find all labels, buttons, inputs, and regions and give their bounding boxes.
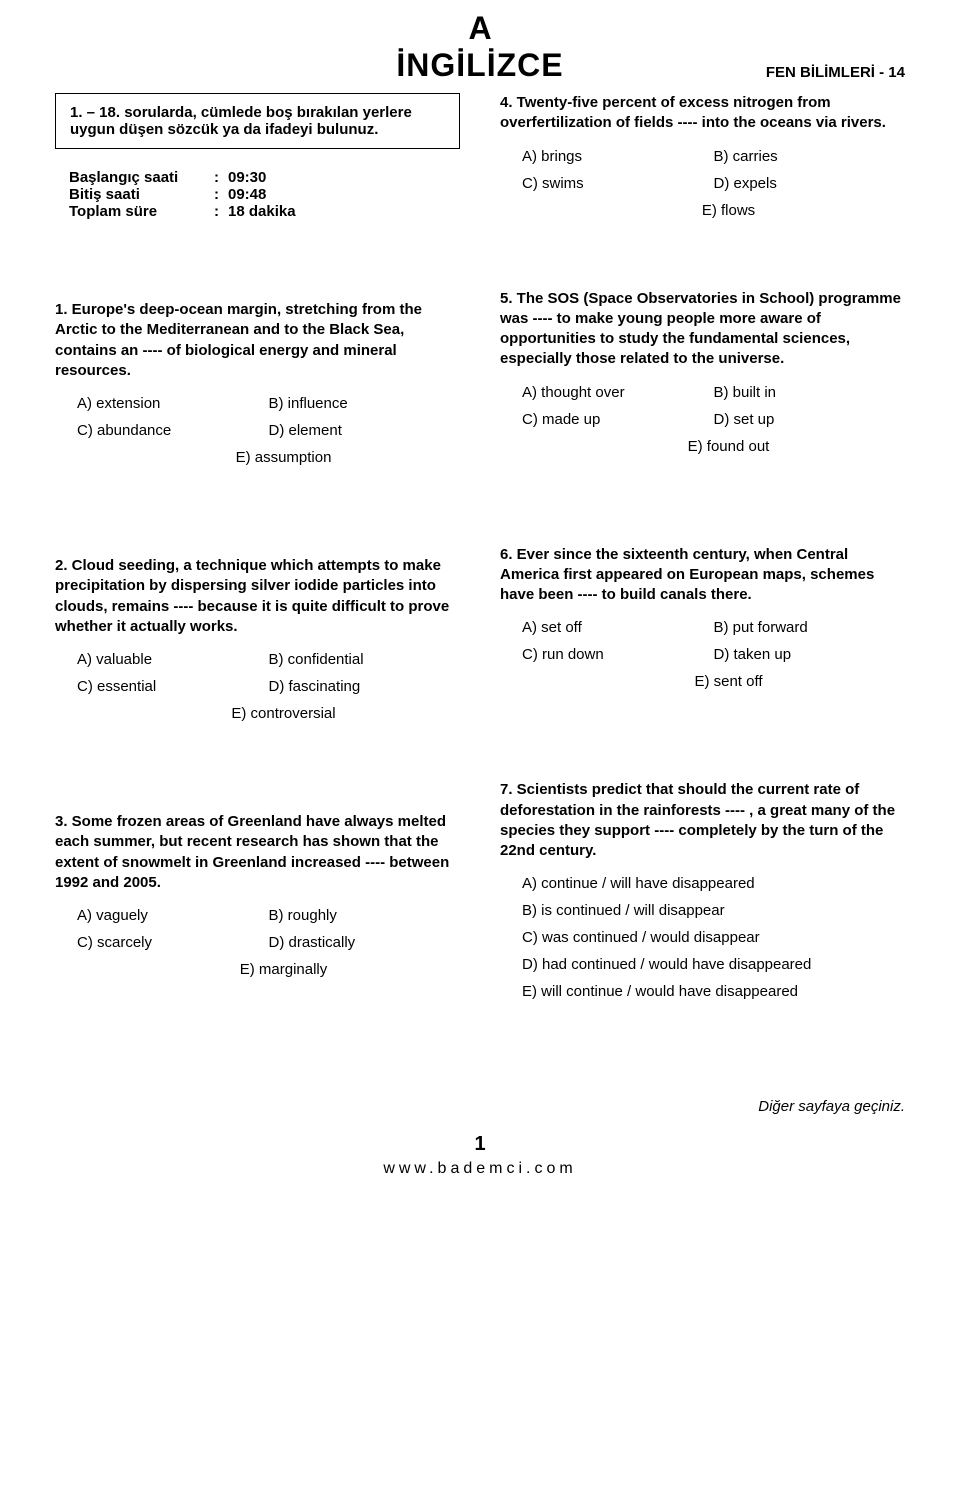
choice-a: A) brings [522,148,714,165]
question-7: 7. Scientists predict that should the cu… [500,780,905,1000]
page-number: 1 [0,1133,960,1156]
choice-d: D) element [269,422,461,439]
end-time-label: Bitiş saati [69,186,214,203]
timing-colon: : [214,203,228,220]
choice-a: A) valuable [77,651,269,668]
end-time-value: 09:48 [228,186,266,203]
choice-c: C) run down [522,646,714,663]
question-2: 2. Cloud seeding, a technique which atte… [55,556,460,722]
choice-e: E) will continue / would have disappeare… [522,983,905,1000]
choice-e: E) sent off [522,673,905,690]
choice-e: E) flows [522,202,905,219]
question-choices: A) set off B) put forward C) run down D)… [500,619,905,690]
choice-a: A) set off [522,619,714,636]
choice-d: D) had continued / would have disappeare… [522,956,905,973]
question-text: 5. The SOS (Space Observatories in Schoo… [500,289,905,370]
choice-b: B) built in [714,384,906,401]
choice-e: E) controversial [77,705,460,722]
start-time-value: 09:30 [228,169,266,186]
choice-d: D) set up [714,411,906,428]
question-choices: A) brings B) carries C) swims D) expels … [500,148,905,219]
exam-booklet-letter: A [0,10,960,47]
question-text: 3. Some frozen areas of Greenland have a… [55,812,460,893]
choice-a: A) continue / will have disappeared [522,875,905,892]
choice-d: D) expels [714,175,906,192]
next-page-note: Diğer sayfaya geçiniz. [0,1098,960,1115]
choice-c: C) swims [522,175,714,192]
choice-d: D) fascinating [269,678,461,695]
choice-d: D) taken up [714,646,906,663]
choice-a: A) thought over [522,384,714,401]
question-text: 6. Ever since the sixteenth century, whe… [500,545,905,606]
choice-e: E) found out [522,438,905,455]
question-text: 1. Europe's deep-ocean margin, stretchin… [55,300,460,381]
question-choices: A) continue / will have disappeared B) i… [500,875,905,1000]
choice-d: D) drastically [269,934,461,951]
question-1: 1. Europe's deep-ocean margin, stretchin… [55,300,460,466]
question-text: 4. Twenty-five percent of excess nitroge… [500,93,905,134]
choice-b: B) is continued / will disappear [522,902,905,919]
choice-c: C) scarcely [77,934,269,951]
choice-b: B) roughly [269,907,461,924]
right-column: 4. Twenty-five percent of excess nitroge… [500,93,905,1068]
choice-a: A) extension [77,395,269,412]
question-choices: A) thought over B) built in C) made up D… [500,384,905,455]
choice-c: C) abundance [77,422,269,439]
choice-a: A) vaguely [77,907,269,924]
question-choices: A) extension B) influence C) abundance D… [55,395,460,466]
start-time-label: Başlangıç saati [69,169,214,186]
choice-e: E) marginally [77,961,460,978]
total-time-value: 18 dakika [228,203,296,220]
timing-colon: : [214,169,228,186]
question-6: 6. Ever since the sixteenth century, whe… [500,545,905,691]
page-footer: Diğer sayfaya geçiniz. 1 www.bademci.com [0,1098,960,1178]
choice-c: C) made up [522,411,714,428]
choice-b: B) put forward [714,619,906,636]
question-choices: A) valuable B) confidential C) essential… [55,651,460,722]
choice-b: B) confidential [269,651,461,668]
site-url: www.bademci.com [0,1160,960,1178]
choice-e: E) assumption [77,449,460,466]
question-4: 4. Twenty-five percent of excess nitroge… [500,93,905,219]
choice-b: B) influence [269,395,461,412]
timing-colon: : [214,186,228,203]
left-column: 1. – 18. sorularda, cümlede boş bırakıla… [55,93,460,1068]
question-5: 5. The SOS (Space Observatories in Schoo… [500,289,905,455]
instruction-box: 1. – 18. sorularda, cümlede boş bırakıla… [55,93,460,149]
timing-block: Başlangıç saati : 09:30 Bitiş saati : 09… [55,169,460,220]
content-columns: 1. – 18. sorularda, cümlede boş bırakıla… [0,93,960,1068]
question-text: 2. Cloud seeding, a technique which atte… [55,556,460,637]
choice-b: B) carries [714,148,906,165]
choice-c: C) essential [77,678,269,695]
question-text: 7. Scientists predict that should the cu… [500,780,905,861]
question-choices: A) vaguely B) roughly C) scarcely D) dra… [55,907,460,978]
question-3: 3. Some frozen areas of Greenland have a… [55,812,460,978]
total-time-label: Toplam süre [69,203,214,220]
choice-c: C) was continued / would disappear [522,929,905,946]
